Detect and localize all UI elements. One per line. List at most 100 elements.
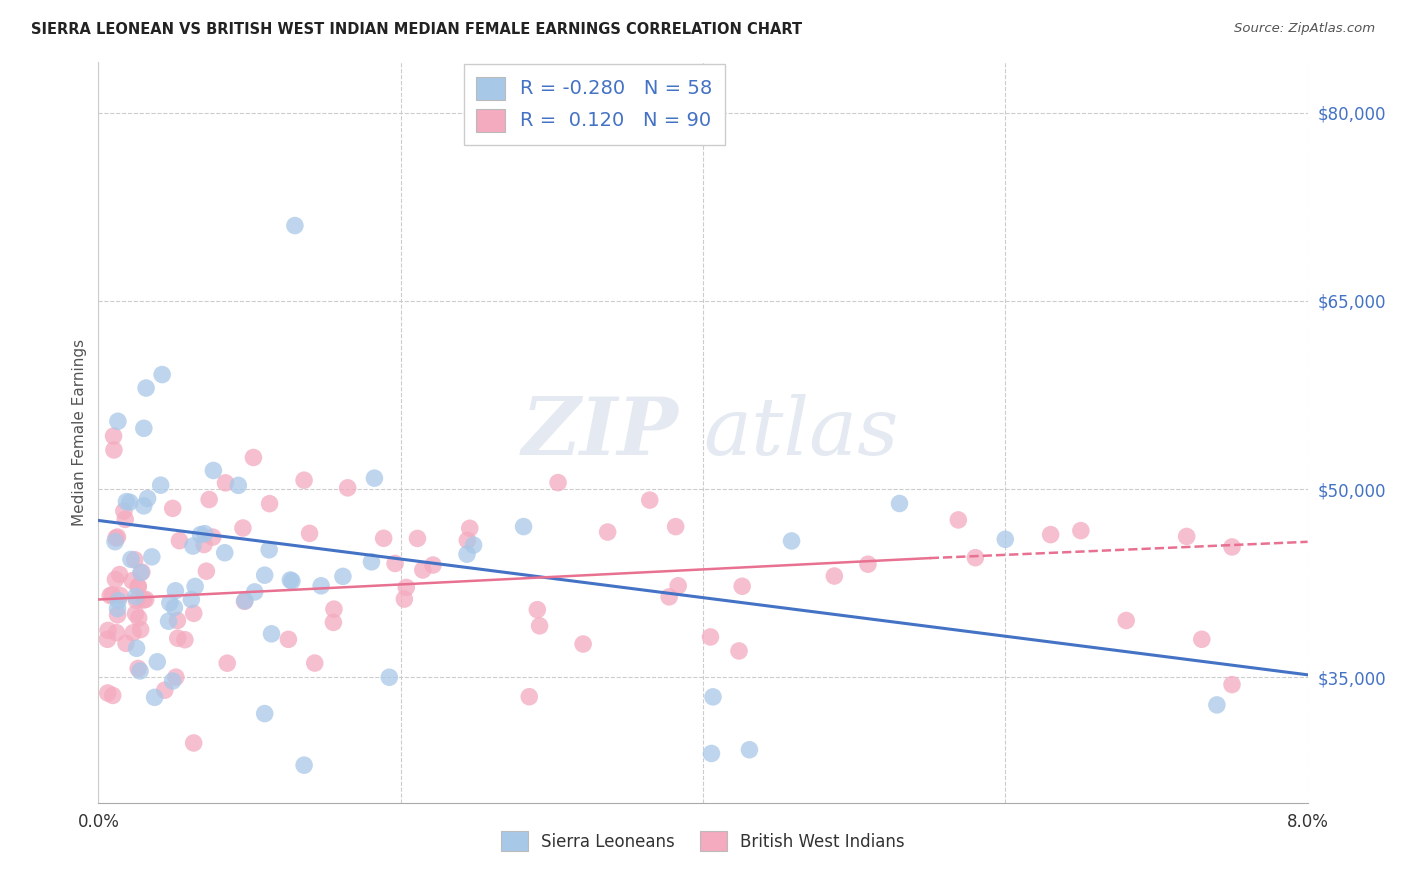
Point: [336, 481, 359, 495]
Text: Source: ZipAtlas.com: Source: ZipAtlas.com: [1234, 22, 1375, 36]
Point: [96, 632, 118, 647]
Point: [1191, 632, 1213, 647]
Text: SIERRA LEONEAN VS BRITISH WEST INDIAN MEDIAN FEMALE EARNINGS CORRELATION CHART: SIERRA LEONEAN VS BRITISH WEST INDIAN ME…: [31, 22, 801, 37]
Point: [159, 596, 181, 610]
Point: [363, 471, 385, 485]
Point: [101, 588, 124, 602]
Point: [180, 592, 202, 607]
Point: [127, 661, 149, 675]
Point: [146, 655, 169, 669]
Point: [103, 442, 125, 457]
Point: [512, 519, 534, 533]
Point: [132, 593, 155, 607]
Point: [889, 496, 911, 510]
Point: [122, 625, 145, 640]
Point: [107, 601, 129, 615]
Point: [242, 450, 264, 465]
Point: [948, 513, 970, 527]
Text: atlas: atlas: [703, 394, 898, 471]
Point: [232, 521, 254, 535]
Point: [107, 593, 129, 607]
Point: [422, 558, 444, 572]
Point: [124, 590, 146, 604]
Point: [124, 607, 146, 621]
Point: [165, 670, 187, 684]
Point: [463, 538, 485, 552]
Point: [547, 475, 569, 490]
Point: [115, 636, 138, 650]
Point: [856, 558, 879, 572]
Point: [280, 573, 302, 587]
Point: [157, 614, 180, 628]
Point: [108, 589, 131, 603]
Point: [132, 421, 155, 435]
Point: [1206, 698, 1229, 712]
Point: [281, 574, 304, 588]
Point: [526, 603, 548, 617]
Point: [97, 686, 120, 700]
Point: [394, 592, 416, 607]
Point: [124, 552, 146, 566]
Point: [395, 581, 418, 595]
Point: [143, 690, 166, 705]
Point: [728, 644, 751, 658]
Point: [120, 552, 142, 566]
Point: [823, 569, 845, 583]
Point: [1220, 540, 1243, 554]
Point: [456, 533, 478, 548]
Point: [638, 493, 661, 508]
Point: [233, 594, 256, 608]
Point: [738, 743, 761, 757]
Point: [121, 574, 143, 588]
Point: [456, 547, 478, 561]
Point: [378, 670, 401, 684]
Y-axis label: Median Female Earnings: Median Female Earnings: [72, 339, 87, 526]
Point: [292, 473, 315, 487]
Point: [373, 531, 395, 545]
Point: [596, 524, 619, 539]
Point: [233, 594, 256, 608]
Point: [214, 546, 236, 560]
Point: [162, 501, 184, 516]
Point: [699, 630, 721, 644]
Point: [253, 568, 276, 582]
Point: [226, 478, 249, 492]
Legend: Sierra Leoneans, British West Indians: Sierra Leoneans, British West Indians: [495, 825, 911, 857]
Point: [1115, 614, 1137, 628]
Point: [412, 563, 434, 577]
Point: [127, 579, 149, 593]
Point: [529, 619, 551, 633]
Point: [193, 537, 215, 551]
Point: [101, 689, 124, 703]
Point: [132, 499, 155, 513]
Point: [128, 611, 150, 625]
Point: [665, 519, 688, 533]
Point: [259, 497, 281, 511]
Point: [125, 593, 148, 607]
Point: [114, 512, 136, 526]
Point: [517, 690, 540, 704]
Point: [284, 219, 307, 233]
Point: [257, 542, 280, 557]
Point: [97, 624, 120, 638]
Point: [309, 579, 332, 593]
Point: [150, 368, 173, 382]
Point: [162, 673, 184, 688]
Point: [153, 683, 176, 698]
Text: ZIP: ZIP: [522, 394, 679, 471]
Point: [183, 736, 205, 750]
Point: [129, 623, 152, 637]
Point: [136, 491, 159, 506]
Point: [360, 555, 382, 569]
Point: [166, 614, 188, 628]
Point: [332, 569, 354, 583]
Point: [165, 583, 187, 598]
Point: [194, 526, 217, 541]
Point: [322, 615, 344, 630]
Point: [104, 534, 127, 549]
Point: [298, 526, 321, 541]
Point: [260, 627, 283, 641]
Point: [112, 504, 135, 518]
Point: [107, 414, 129, 428]
Point: [304, 656, 326, 670]
